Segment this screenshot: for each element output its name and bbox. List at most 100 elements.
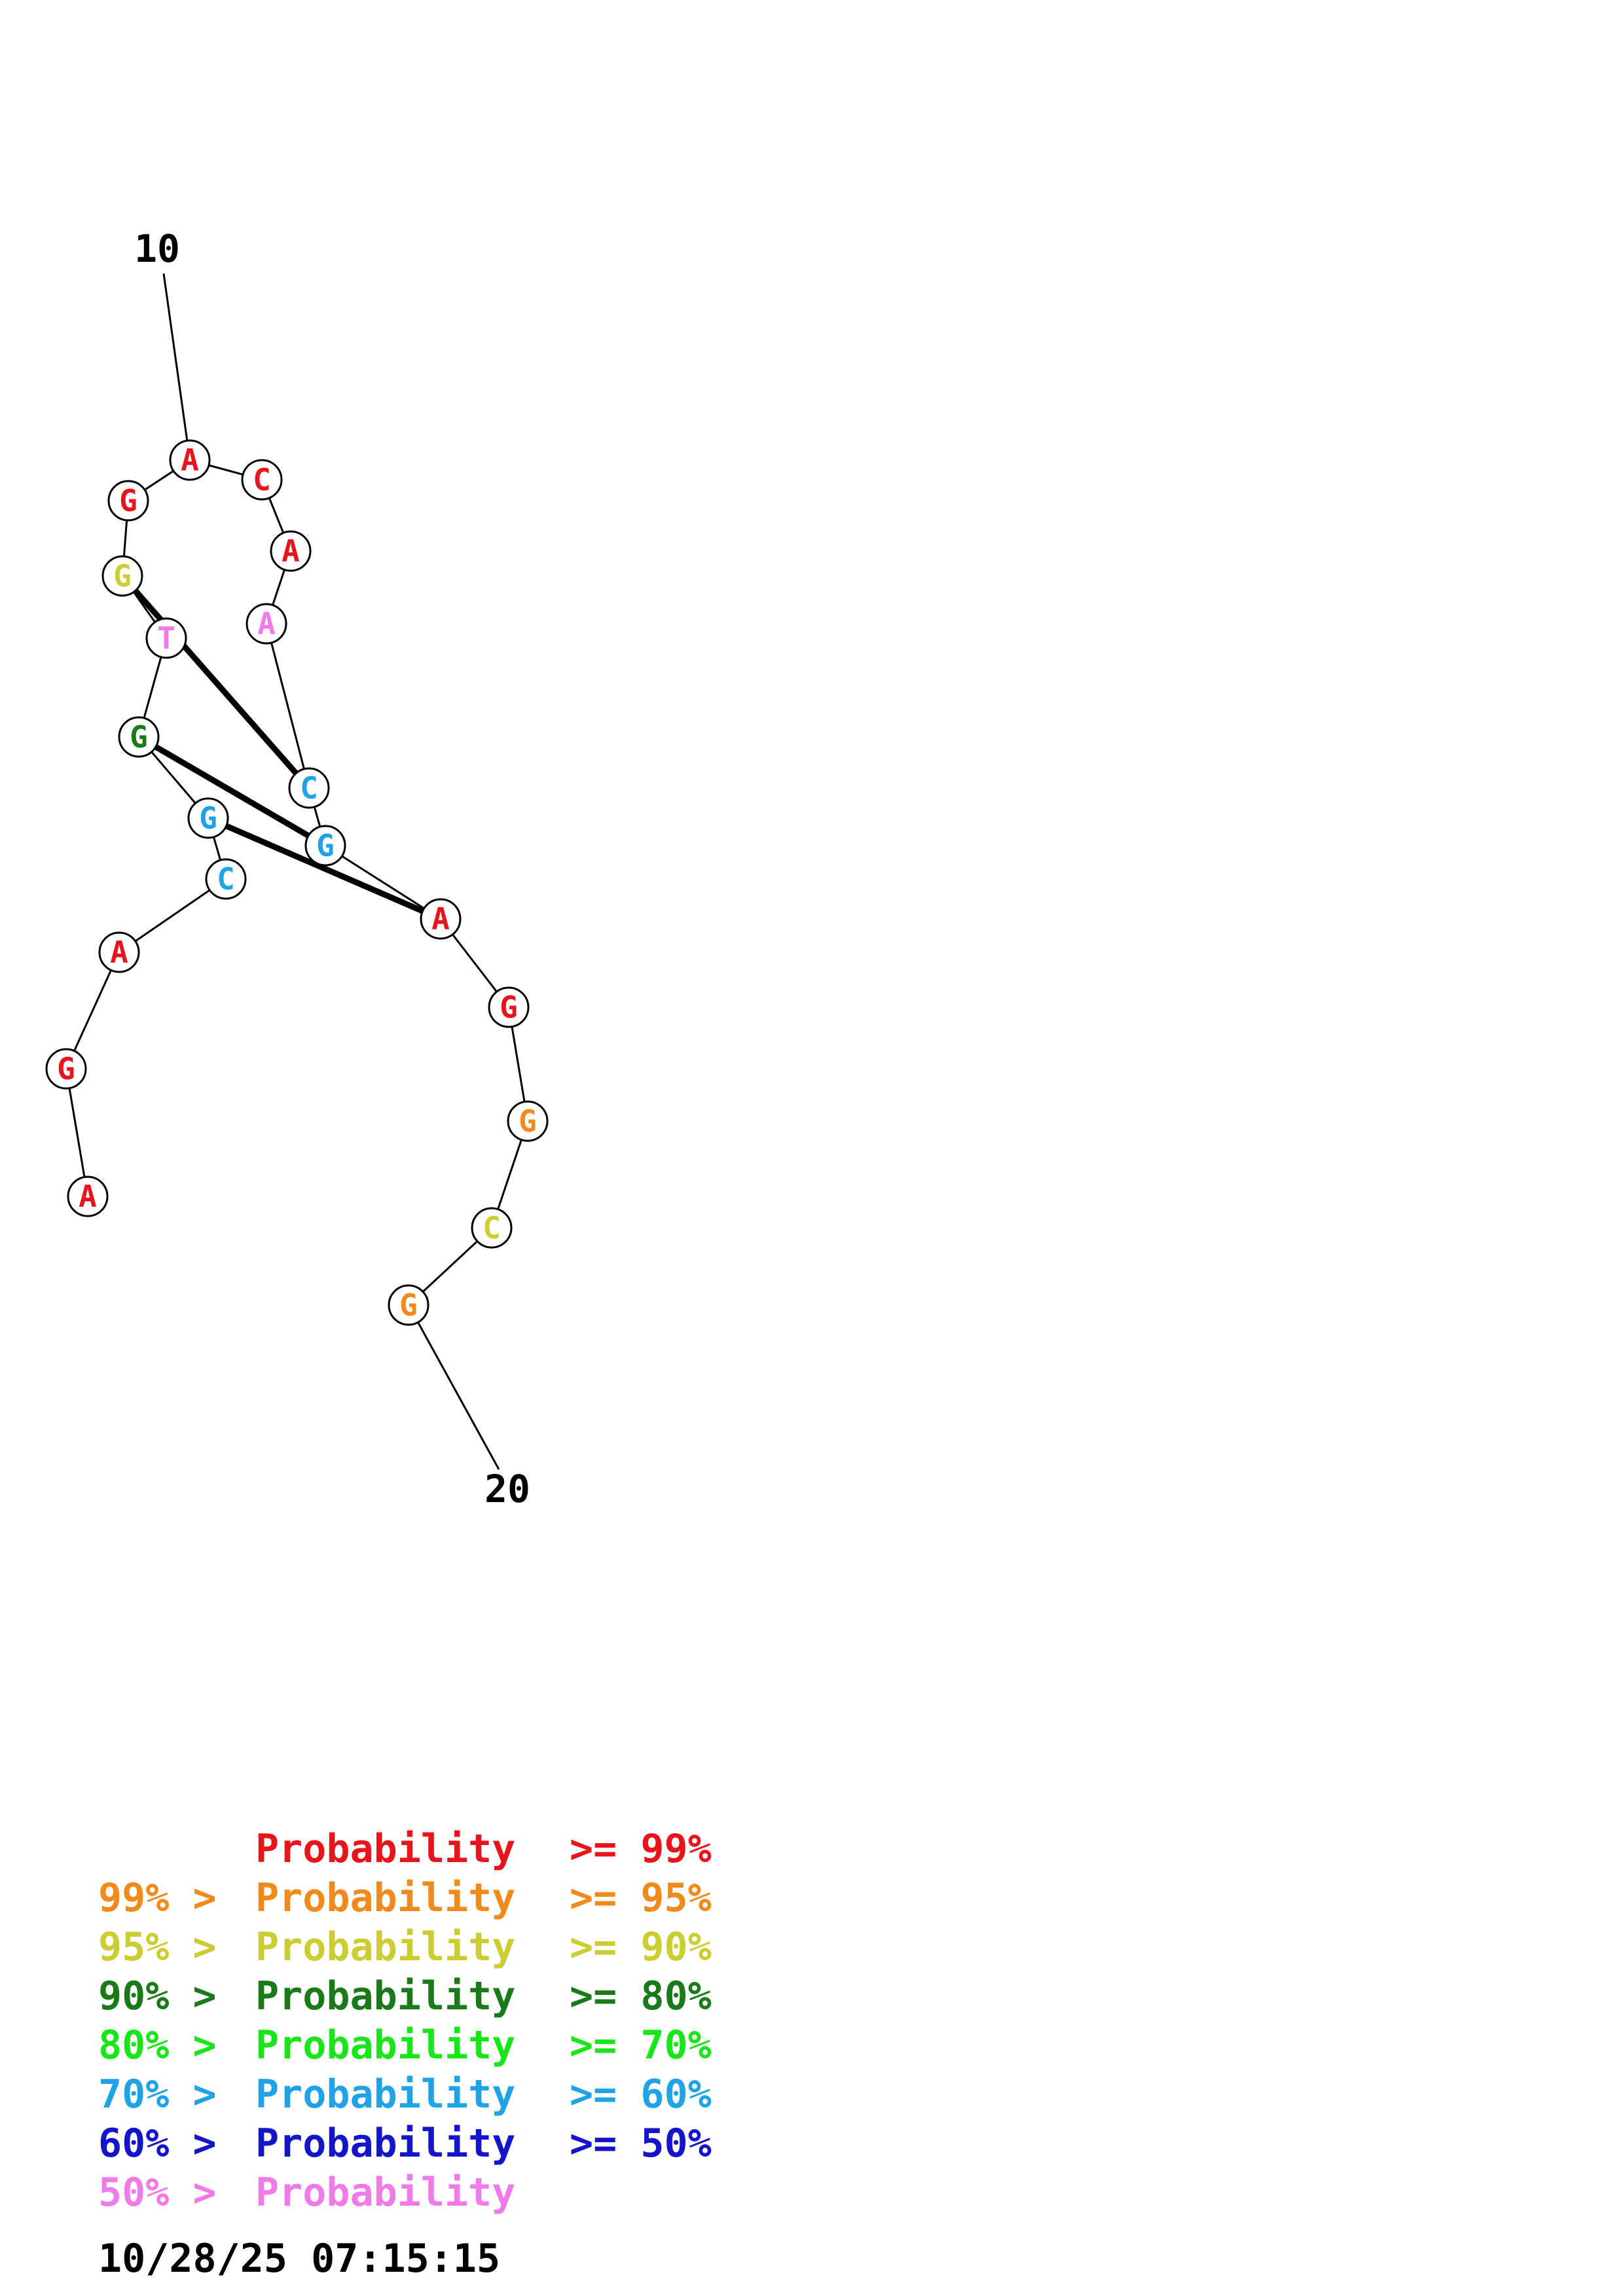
nucleotide-circle xyxy=(471,1207,513,1249)
base-pair-line xyxy=(137,734,327,848)
nucleotide: G xyxy=(45,1048,87,1090)
nucleotide-circle xyxy=(246,603,287,645)
nucleotide: G xyxy=(107,480,149,522)
nucleotide: G xyxy=(507,1100,549,1142)
base-pair-line xyxy=(120,574,312,790)
nucleotide-circle xyxy=(67,1175,109,1217)
nucleotide-letter: G xyxy=(130,719,148,755)
backbone-segment xyxy=(119,878,227,954)
nucleotide-letter: G xyxy=(199,800,217,836)
legend-suffix: >= 60% xyxy=(570,2072,712,2117)
nucleotide-letter: A xyxy=(257,606,276,641)
backbone-segment xyxy=(325,844,441,920)
nucleotide-letter: A xyxy=(181,442,199,478)
nucleotide-letter: A xyxy=(79,1179,97,1214)
nucleotide: G xyxy=(304,825,346,867)
nucleotide-letter: A xyxy=(431,901,450,937)
nucleotide-letter: G xyxy=(519,1103,537,1139)
legend-label: Probability xyxy=(255,2022,516,2068)
nucleotide-letter: C xyxy=(300,770,318,806)
nucleotide-letter: T xyxy=(157,620,175,656)
nucleotide-circle xyxy=(388,1284,429,1326)
nucleotide-circle xyxy=(420,898,462,940)
end-label: 20 xyxy=(484,1467,530,1511)
nucleotide: A xyxy=(98,931,140,973)
start-tail-line xyxy=(162,273,191,461)
nucleotide-circle xyxy=(118,716,160,758)
backbone-lines xyxy=(65,273,529,1470)
legend-suffix: >= 80% xyxy=(570,1973,712,2019)
legend-suffix: >= 50% xyxy=(570,2121,712,2166)
nucleotide-circle xyxy=(98,931,140,973)
nucleotide-letter: G xyxy=(399,1287,418,1323)
legend-prefix: 60% > xyxy=(98,2121,217,2166)
nucleotide-circle xyxy=(205,858,247,900)
legend-label: Probability xyxy=(255,2072,516,2117)
nucleotide-letter: C xyxy=(483,1210,501,1246)
nucleotide-circle xyxy=(507,1100,549,1142)
legend-label: Probability xyxy=(255,2121,516,2166)
backbone-segment xyxy=(65,1068,89,1197)
nucleotide-circle xyxy=(304,825,346,867)
legend-prefix: 80% > xyxy=(98,2022,217,2068)
legend-prefix: 95% > xyxy=(98,1924,217,1970)
nucleotide-letter: C xyxy=(217,861,235,897)
nucleotide-circle xyxy=(169,439,211,481)
nucleotide: G xyxy=(118,716,160,758)
nucleotide: A xyxy=(420,898,462,940)
legend-label: Probability xyxy=(255,1875,516,1921)
nucleotide: A xyxy=(169,439,211,481)
legend-suffix: >= 99% xyxy=(570,1826,712,1872)
timestamp: 10/28/25 07:15:15 xyxy=(98,2236,501,2282)
legend-prefix: 70% > xyxy=(98,2072,217,2117)
legend-label: Probability xyxy=(255,2170,516,2215)
nucleotide-circle xyxy=(145,617,187,659)
nucleotide: C xyxy=(471,1207,513,1249)
nucleotide-circle xyxy=(288,767,330,809)
nucleotide-circle xyxy=(187,797,229,839)
nucleotide: C xyxy=(241,459,283,501)
nucleotide: C xyxy=(288,767,330,809)
end-tail-line xyxy=(407,1304,500,1470)
end-labels: 10 20 xyxy=(134,226,530,1511)
nucleotide-letter: G xyxy=(57,1051,75,1086)
nucleotide: A xyxy=(270,530,312,572)
nucleotide: T xyxy=(145,617,187,659)
nucleotide: G xyxy=(488,986,530,1028)
nucleotide-letter: G xyxy=(500,990,518,1025)
base-pair-lines xyxy=(120,574,442,922)
start-label: 10 xyxy=(134,226,180,271)
legend-prefix: 50% > xyxy=(98,2170,217,2215)
base-pair-line xyxy=(207,815,442,922)
nucleotide-circle xyxy=(270,530,312,572)
nucleotide-circle xyxy=(107,480,149,522)
backbone-segment xyxy=(65,952,120,1069)
nucleotide: A xyxy=(246,603,287,645)
legend-suffix: >= 95% xyxy=(570,1875,712,1921)
nucleotide-letter: C xyxy=(253,462,271,497)
legend-label: Probability xyxy=(255,1973,516,2019)
backbone-segment xyxy=(265,623,310,789)
nucleotide-letter: G xyxy=(113,558,132,594)
nucleotide: G xyxy=(187,797,229,839)
nucleotide: G xyxy=(388,1284,429,1326)
nucleotide-letter: A xyxy=(282,533,300,569)
nucleotide-circle xyxy=(45,1048,87,1090)
nucleotide-letter: A xyxy=(110,935,128,970)
nucleotide-letter: G xyxy=(119,483,137,518)
nucleotide: A xyxy=(67,1175,109,1217)
nucleotide-circle xyxy=(241,459,283,501)
nucleotide-circle xyxy=(488,986,530,1028)
legend-prefix: 99% > xyxy=(98,1875,217,1921)
nucleotide: G xyxy=(101,555,143,597)
nucleotide-letter: G xyxy=(316,828,335,863)
legend-label: Probability xyxy=(255,1924,516,1970)
legend-label: Probability xyxy=(255,1826,516,1872)
legend-suffix: >= 70% xyxy=(570,2022,712,2068)
legend-suffix: >= 90% xyxy=(570,1924,712,1970)
nucleotide-circle xyxy=(101,555,143,597)
legend-prefix: 90% > xyxy=(98,1973,217,2019)
nucleotide: C xyxy=(205,858,247,900)
